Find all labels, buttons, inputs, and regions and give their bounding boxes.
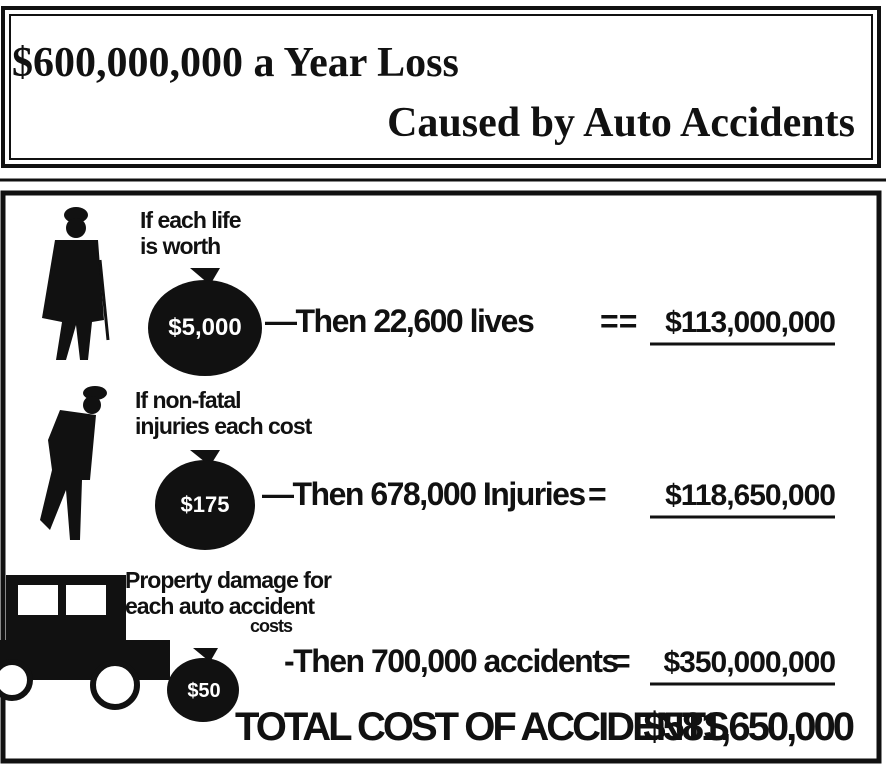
condition-text: If each life: [140, 207, 241, 233]
equals-sign: ==: [600, 303, 637, 339]
statement: -Then 700,000 accidents: [284, 643, 618, 679]
condition-text: injuries each cost: [135, 413, 313, 439]
amount: $118,650,000: [665, 479, 835, 512]
page: $600,000,000 a Year Loss Caused by Auto …: [0, 0, 886, 772]
condition-text: costs: [250, 616, 293, 636]
title-line: Caused by Auto Accidents: [387, 100, 855, 146]
condition-text: If non-fatal: [135, 387, 241, 413]
title-line: $600,000,000 a Year Loss: [12, 40, 459, 86]
statement: —Then 678,000 Injuries: [262, 476, 585, 512]
bag-label: $175: [181, 492, 230, 517]
condition-text: is worth: [140, 233, 220, 259]
condition-text: Property damage for: [125, 567, 332, 593]
bag-label: $50: [187, 680, 220, 702]
total-amount: $581,650,000: [643, 705, 853, 749]
equals-sign: =: [612, 643, 631, 679]
amount: $113,000,000: [665, 306, 835, 339]
bag-label: $5,000: [168, 314, 241, 341]
statement: —Then 22,600 lives: [265, 303, 534, 339]
equals-sign: =: [588, 476, 607, 512]
amount: $350,000,000: [663, 646, 835, 679]
